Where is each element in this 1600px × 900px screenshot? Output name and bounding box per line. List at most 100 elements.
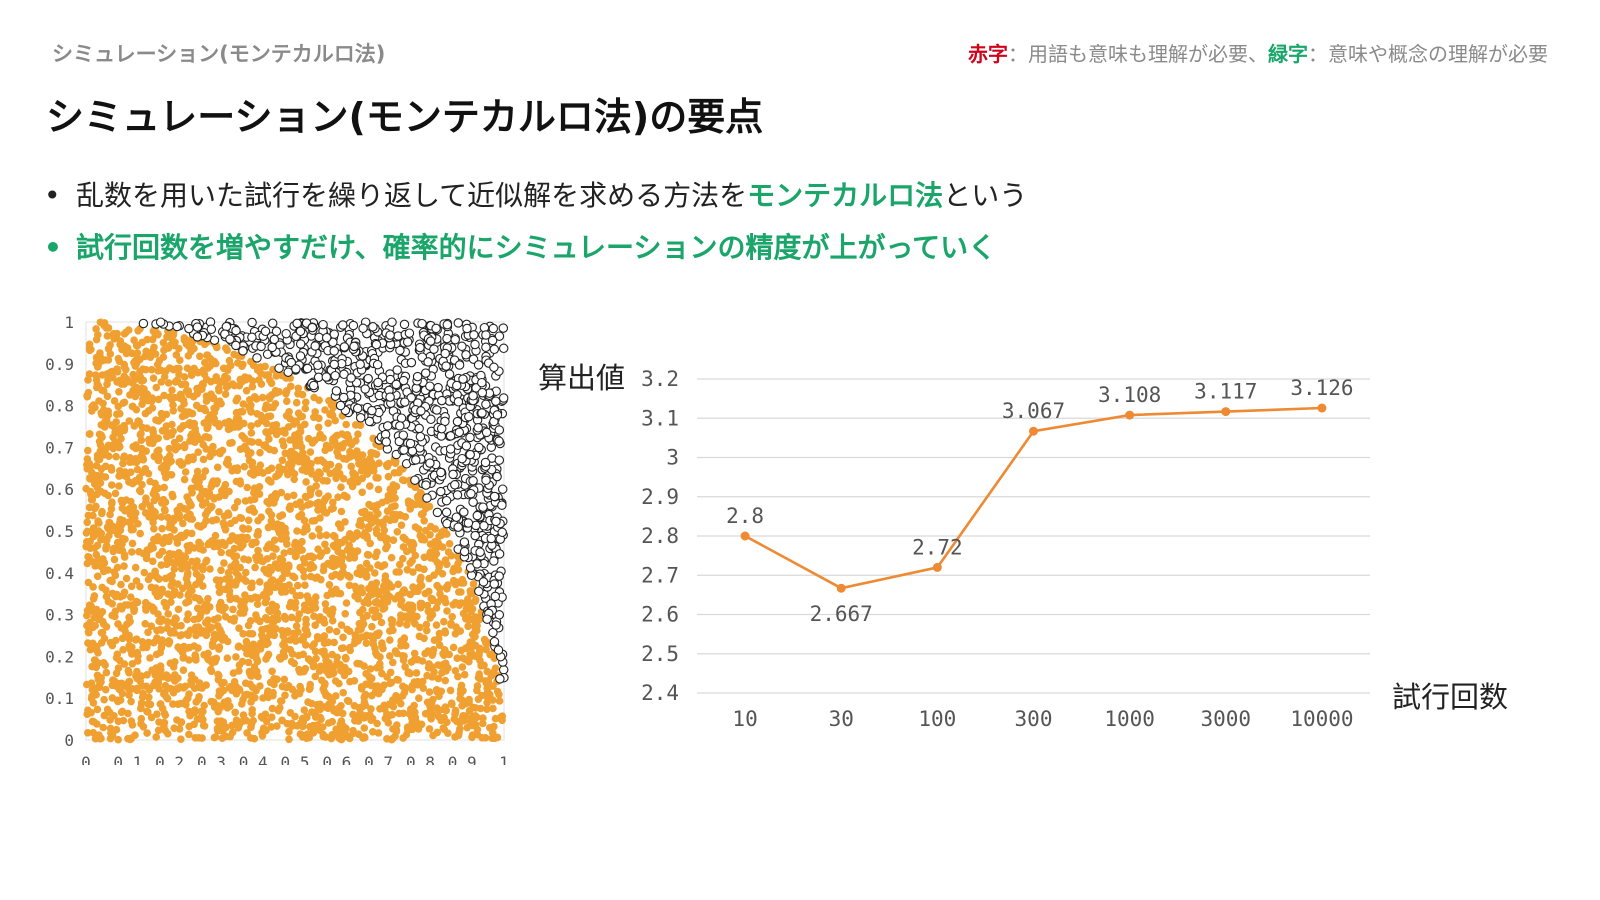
scatter-point-inside bbox=[98, 433, 106, 441]
scatter-point-inside bbox=[150, 525, 158, 533]
scatter-point-inside bbox=[367, 448, 375, 457]
scatter-point-inside bbox=[399, 709, 408, 718]
scatter-point-inside bbox=[273, 675, 281, 684]
scatter-point-inside bbox=[89, 595, 98, 603]
scatter-point-inside bbox=[221, 390, 230, 398]
scatter-point-outside bbox=[450, 480, 460, 490]
scatter-point-inside bbox=[84, 706, 92, 715]
scatter-point-inside bbox=[292, 500, 300, 509]
scatter-point-inside bbox=[483, 705, 491, 713]
scatter-point-inside bbox=[324, 442, 332, 451]
scatter-point-inside bbox=[230, 503, 239, 512]
scatter-point-inside bbox=[215, 692, 223, 700]
scatter-point-inside bbox=[114, 735, 122, 744]
scatter-point-inside bbox=[441, 676, 450, 685]
scatter-point-inside bbox=[191, 428, 200, 437]
scatter-point-outside bbox=[338, 392, 349, 403]
scatter-point-outside bbox=[406, 393, 416, 403]
scatter-point-inside bbox=[82, 484, 90, 493]
scatter-point-inside bbox=[86, 601, 94, 610]
scatter-point-inside bbox=[180, 475, 189, 484]
scatter-point-inside bbox=[222, 732, 230, 741]
scatter-point-inside bbox=[331, 433, 340, 441]
scatter-point-inside bbox=[212, 515, 221, 524]
scatter-point-inside bbox=[215, 397, 224, 405]
scatter-point-inside bbox=[83, 680, 91, 689]
scatter-y-tick-label: 0 bbox=[64, 731, 74, 750]
scatter-point-outside bbox=[292, 318, 302, 329]
scatter-point-inside bbox=[240, 597, 249, 606]
scatter-point-inside bbox=[348, 546, 356, 555]
scatter-point-outside bbox=[404, 328, 415, 338]
scatter-point-inside bbox=[336, 469, 344, 478]
scatter-point-inside bbox=[433, 704, 441, 712]
scatter-point-inside bbox=[257, 468, 265, 476]
scatter-point-inside bbox=[353, 447, 361, 455]
scatter-point-inside bbox=[181, 468, 190, 476]
scatter-point-inside bbox=[101, 489, 109, 498]
scatter-point-outside bbox=[387, 317, 397, 327]
scatter-point-outside bbox=[271, 326, 282, 337]
scatter-point-inside bbox=[321, 540, 329, 549]
line-data-label: 3.126 bbox=[1290, 376, 1353, 400]
scatter-point-inside bbox=[94, 519, 102, 527]
scatter-point-inside bbox=[321, 406, 329, 414]
scatter-point-inside bbox=[156, 700, 165, 708]
scatter-point-inside bbox=[248, 709, 256, 718]
scatter-point-outside bbox=[498, 665, 509, 675]
scatter-point-inside bbox=[297, 443, 306, 451]
scatter-point-inside bbox=[286, 436, 294, 444]
line-data-label: 2.8 bbox=[726, 504, 764, 528]
scatter-point-inside bbox=[243, 483, 252, 492]
scatter-point-inside bbox=[345, 532, 354, 540]
scatter-point-inside bbox=[420, 517, 429, 525]
scatter-x-tick-label: 0.9 bbox=[448, 753, 477, 765]
scatter-point-inside bbox=[371, 688, 380, 696]
scatter-point-inside bbox=[92, 325, 100, 333]
scatter-point-inside bbox=[220, 512, 229, 520]
scatter-point-inside bbox=[176, 458, 185, 466]
scatter-point-inside bbox=[229, 580, 238, 589]
scatter-point-outside bbox=[493, 645, 504, 655]
scatter-point-inside bbox=[391, 515, 399, 524]
scatter-point-outside bbox=[498, 343, 509, 354]
line-y-tick-label: 3.1 bbox=[641, 406, 679, 430]
scatter-point-inside bbox=[217, 548, 225, 557]
scatter-point-inside bbox=[394, 591, 403, 600]
scatter-point-outside bbox=[302, 363, 313, 374]
scatter-point-inside bbox=[408, 725, 417, 734]
scatter-point-inside bbox=[210, 630, 219, 639]
scatter-point-inside bbox=[249, 716, 257, 725]
scatter-point-inside bbox=[216, 576, 224, 585]
scatter-point-inside bbox=[321, 494, 330, 503]
line-y-tick-label: 2.6 bbox=[641, 603, 679, 627]
scatter-point-inside bbox=[296, 668, 304, 676]
scatter-point-inside bbox=[269, 688, 277, 697]
scatter-point-inside bbox=[116, 526, 125, 535]
scatter-point-inside bbox=[160, 719, 169, 727]
scatter-point-outside bbox=[423, 357, 433, 367]
scatter-point-inside bbox=[128, 539, 137, 548]
scatter-point-inside bbox=[248, 579, 256, 588]
scatter-point-inside bbox=[332, 692, 340, 700]
line-x-tick-label: 300 bbox=[1015, 707, 1053, 731]
scatter-point-inside bbox=[207, 446, 216, 455]
scatter-point-inside bbox=[186, 437, 194, 445]
scatter-point-inside bbox=[261, 598, 270, 607]
scatter-point-inside bbox=[136, 430, 145, 439]
scatter-point-inside bbox=[271, 490, 280, 498]
scatter-point-inside bbox=[207, 377, 215, 386]
scatter-point-inside bbox=[292, 592, 301, 600]
scatter-point-inside bbox=[95, 731, 103, 739]
scatter-point-inside bbox=[354, 637, 362, 645]
scatter-point-inside bbox=[120, 425, 128, 434]
scatter-point-inside bbox=[364, 680, 372, 688]
scatter-point-outside bbox=[339, 342, 350, 352]
scatter-point-inside bbox=[116, 593, 125, 601]
scatter-point-inside bbox=[168, 386, 176, 394]
scatter-point-inside bbox=[396, 465, 405, 473]
scatter-point-inside bbox=[131, 392, 140, 401]
scatter-point-inside bbox=[311, 436, 319, 445]
scatter-point-inside bbox=[163, 429, 172, 437]
scatter-point-inside bbox=[167, 674, 176, 682]
